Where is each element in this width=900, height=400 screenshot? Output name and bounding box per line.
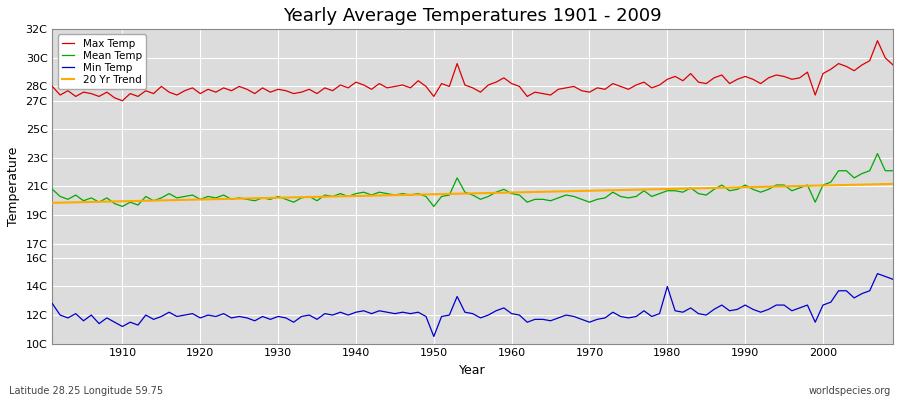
Min Temp	[109, 320, 120, 325]
Mean Temp	[608, 190, 618, 194]
20 Yr Trend	[328, 194, 338, 199]
20 Yr Trend	[599, 188, 610, 193]
Mean Temp	[514, 193, 525, 198]
20 Yr Trend	[499, 190, 509, 195]
Legend: Max Temp, Mean Temp, Min Temp, 20 Yr Trend: Max Temp, Mean Temp, Min Temp, 20 Yr Tre…	[58, 34, 146, 89]
Max Temp	[887, 63, 898, 68]
Max Temp	[608, 81, 618, 86]
Mean Temp	[887, 168, 898, 173]
Max Temp	[514, 84, 525, 89]
20 Yr Trend	[887, 182, 898, 186]
Max Temp	[335, 83, 346, 88]
Line: Min Temp: Min Temp	[52, 274, 893, 336]
Line: Max Temp: Max Temp	[52, 41, 893, 101]
Y-axis label: Temperature: Temperature	[7, 147, 20, 226]
Max Temp	[506, 81, 517, 86]
Min Temp	[887, 277, 898, 282]
Min Temp	[328, 313, 338, 318]
Min Temp	[514, 313, 525, 318]
20 Yr Trend	[109, 199, 120, 204]
Line: Mean Temp: Mean Temp	[52, 154, 893, 206]
Min Temp	[506, 311, 517, 316]
Text: worldspecies.org: worldspecies.org	[809, 386, 891, 396]
Min Temp	[872, 271, 883, 276]
Mean Temp	[47, 187, 58, 192]
Mean Temp	[872, 151, 883, 156]
Mean Temp	[288, 200, 299, 204]
Max Temp	[872, 38, 883, 43]
Mean Temp	[335, 191, 346, 196]
X-axis label: Year: Year	[459, 364, 486, 377]
Min Temp	[428, 334, 439, 339]
20 Yr Trend	[506, 190, 517, 195]
Min Temp	[47, 301, 58, 306]
20 Yr Trend	[281, 195, 292, 200]
Max Temp	[109, 96, 120, 100]
Line: 20 Yr Trend: 20 Yr Trend	[52, 184, 893, 203]
Max Temp	[117, 98, 128, 103]
Max Temp	[47, 84, 58, 89]
Max Temp	[288, 91, 299, 96]
Min Temp	[608, 310, 618, 315]
Min Temp	[281, 316, 292, 320]
20 Yr Trend	[47, 200, 58, 205]
Mean Temp	[109, 201, 120, 206]
Mean Temp	[506, 191, 517, 196]
Title: Yearly Average Temperatures 1901 - 2009: Yearly Average Temperatures 1901 - 2009	[284, 7, 662, 25]
Text: Latitude 28.25 Longitude 59.75: Latitude 28.25 Longitude 59.75	[9, 386, 163, 396]
Mean Temp	[117, 204, 128, 209]
